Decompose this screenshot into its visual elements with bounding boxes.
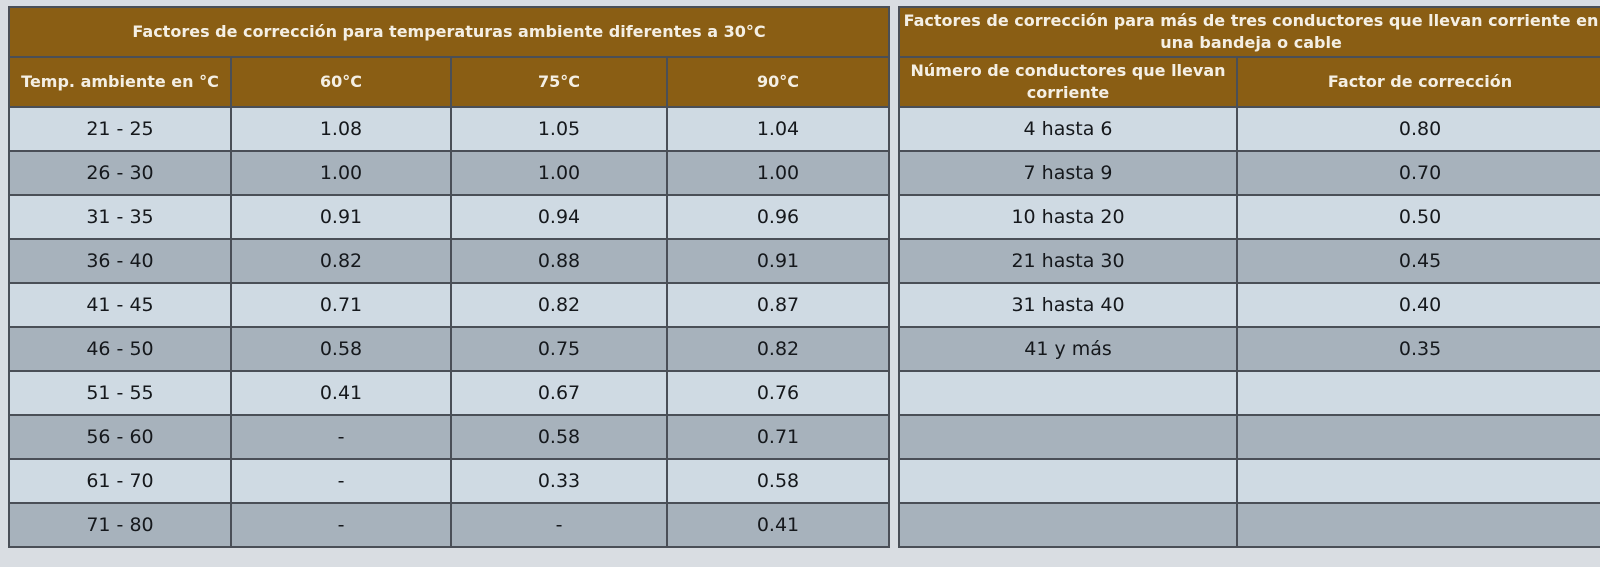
table-row: 51 - 55 0.41 0.67 0.76 (8, 370, 891, 416)
temperature-table-cell: 61 - 70 (8, 458, 232, 504)
temperature-table-cell: 0.58 (450, 414, 668, 460)
conductor-table-cell: 0.45 (1236, 238, 1600, 284)
conductor-table-header-row: Número de conductores que llevan corrien… (898, 56, 1600, 108)
table-row: 46 - 50 0.58 0.75 0.82 (8, 326, 891, 372)
conductor-table-cell: 4 hasta 6 (898, 106, 1239, 152)
table-row: 4 hasta 6 0.80 (898, 106, 1600, 152)
temperature-table-cell: 0.41 (665, 502, 891, 548)
table-row (898, 502, 1600, 548)
temperature-table-cell: 1.00 (450, 150, 668, 196)
temperature-table-body: 21 - 25 1.08 1.05 1.04 26 - 30 1.00 1.00 1.00 31… (8, 106, 891, 548)
temperature-table-cell: 0.96 (665, 194, 891, 240)
table-row: 56 - 60-0.58 0.71 (8, 414, 891, 460)
temperature-table-cell: 51 - 55 (8, 370, 232, 416)
temperature-table-cell: 0.67 (450, 370, 668, 416)
temperature-table-column-header: 90°C (665, 56, 891, 108)
table-row (898, 414, 1600, 460)
conductor-table-cell: 7 hasta 9 (898, 150, 1239, 196)
conductor-table-cell: 41 y más (898, 326, 1239, 372)
temperature-correction-table: Factores de corrección para temperaturas… (7, 6, 891, 548)
temperature-table-cell: 1.00 (230, 150, 452, 196)
temperature-table-cell: 0.41 (230, 370, 452, 416)
temperature-table-cell: 0.75 (450, 326, 668, 372)
table-row: 21 - 25 1.08 1.05 1.04 (8, 106, 891, 152)
temperature-table-cell: 1.00 (665, 150, 891, 196)
temperature-table-column-header: 60°C (230, 56, 452, 108)
conductor-table-cell (898, 370, 1239, 416)
table-row: 21 hasta 30 0.45 (898, 238, 1600, 284)
temperature-table-cell: 0.94 (450, 194, 668, 240)
temperature-table-cell: - (230, 414, 452, 460)
temperature-table-cell: 1.05 (450, 106, 668, 152)
temperature-table-cell: 1.08 (230, 106, 452, 152)
conductor-correction-table: Factores de corrección para más de tres … (898, 6, 1600, 548)
temperature-table-column-header: Temp. ambiente en °C (8, 56, 232, 108)
conductor-table-cell: 0.35 (1236, 326, 1600, 372)
temperature-table-cell: 0.87 (665, 282, 891, 328)
temperature-table-cell: 56 - 60 (8, 414, 232, 460)
temperature-table-cell: 0.33 (450, 458, 668, 504)
conductor-table-cell: 0.80 (1236, 106, 1600, 152)
temperature-table-cell: 31 - 35 (8, 194, 232, 240)
table-row: 31 hasta 40 0.40 (898, 282, 1600, 328)
temperature-table-cell: 36 - 40 (8, 238, 232, 284)
temperature-table-cell: 1.04 (665, 106, 891, 152)
conductor-table-cell: 10 hasta 20 (898, 194, 1239, 240)
temperature-table-title: Factores de corrección para temperaturas… (7, 6, 891, 58)
temperature-table-cell: 71 - 80 (8, 502, 232, 548)
table-row: 61 - 70-0.33 0.58 (8, 458, 891, 504)
temperature-table-cell: - (450, 502, 668, 548)
temperature-table-cell: 0.82 (450, 282, 668, 328)
table-row: 7 hasta 9 0.70 (898, 150, 1600, 196)
temperature-table-cell: 0.71 (230, 282, 452, 328)
temperature-table-cell: 0.91 (665, 238, 891, 284)
conductor-table-cell (898, 414, 1239, 460)
conductor-table-cell: 31 hasta 40 (898, 282, 1239, 328)
temperature-table-cell: 21 - 25 (8, 106, 232, 152)
table-row (898, 458, 1600, 504)
table-row: 36 - 40 0.82 0.88 0.91 (8, 238, 891, 284)
temperature-table-cell: 41 - 45 (8, 282, 232, 328)
conductor-table-body: 4 hasta 6 0.80 7 hasta 9 0.70 10 hasta 20 0.5… (898, 106, 1600, 548)
conductor-table-column-header: Número de conductores que llevan corrien… (898, 56, 1239, 108)
temperature-table-header-row: Temp. ambiente en °C 60°C 75°C 90°C (8, 56, 891, 108)
conductor-table-cell (898, 458, 1239, 504)
temperature-table-cell: 26 - 30 (8, 150, 232, 196)
conductor-table-cell: 0.70 (1236, 150, 1600, 196)
correction-factor-sheet: Factores de corrección para temperaturas… (7, 6, 1600, 548)
table-row: 41 - 45 0.71 0.82 0.87 (8, 282, 891, 328)
temperature-table-cell: 0.88 (450, 238, 668, 284)
conductor-table-title: Factores de corrección para más de tres … (898, 6, 1600, 58)
conductor-table-cell (1236, 414, 1600, 460)
conductor-table-cell (1236, 502, 1600, 548)
table-row (898, 370, 1600, 416)
conductor-table-cell: 21 hasta 30 (898, 238, 1239, 284)
table-row: 41 y más 0.35 (898, 326, 1600, 372)
temperature-table-cell: 0.71 (665, 414, 891, 460)
temperature-table-cell: 0.76 (665, 370, 891, 416)
conductor-table-cell (1236, 458, 1600, 504)
temperature-table-cell: 0.82 (665, 326, 891, 372)
temperature-table-column-header: 75°C (450, 56, 668, 108)
temperature-table-cell: 0.82 (230, 238, 452, 284)
table-row: 71 - 80- -0.41 (8, 502, 891, 548)
conductor-table-column-header: Factor de corrección (1236, 56, 1600, 108)
table-row: 10 hasta 20 0.50 (898, 194, 1600, 240)
table-row: 26 - 30 1.00 1.00 1.00 (8, 150, 891, 196)
conductor-table-cell: 0.50 (1236, 194, 1600, 240)
temperature-table-cell: 0.58 (665, 458, 891, 504)
temperature-table-cell: 0.91 (230, 194, 452, 240)
temperature-table-cell: 0.58 (230, 326, 452, 372)
conductor-table-cell: 0.40 (1236, 282, 1600, 328)
table-row: 31 - 35 0.91 0.94 0.96 (8, 194, 891, 240)
conductor-table-cell (898, 502, 1239, 548)
temperature-table-cell: - (230, 458, 452, 504)
conductor-table-cell (1236, 370, 1600, 416)
temperature-table-cell: - (230, 502, 452, 548)
temperature-table-cell: 46 - 50 (8, 326, 232, 372)
